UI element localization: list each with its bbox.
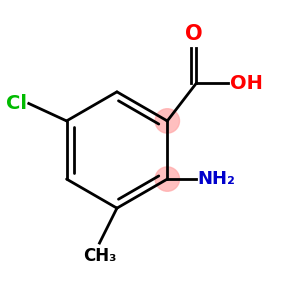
Text: NH₂: NH₂ (198, 170, 236, 188)
Circle shape (155, 109, 179, 133)
Text: Cl: Cl (6, 94, 27, 113)
Circle shape (155, 167, 179, 191)
Text: OH: OH (230, 74, 263, 93)
Text: O: O (185, 24, 202, 44)
Text: CH₃: CH₃ (83, 248, 116, 266)
